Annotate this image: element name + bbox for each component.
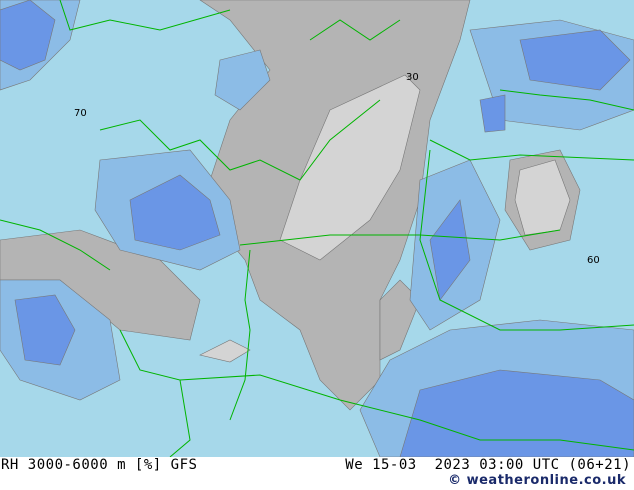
map-parameter-title: RH 3000-6000 m [%] GFS	[1, 457, 198, 473]
contour-label-60: 60	[587, 255, 600, 266]
credit-link[interactable]: © weatheronline.co.uk	[448, 473, 626, 488]
light-gray-region	[199, 74, 571, 363]
dark-blue-region	[0, 0, 634, 457]
contour-label-30: 30	[406, 72, 419, 83]
country-borders	[0, 0, 634, 457]
contour-label-70: 70	[74, 108, 87, 119]
rh-map: 70 30 60	[0, 0, 634, 457]
map-valid-time: We 15-03 2023 03:00 UTC (06+21)	[345, 457, 631, 473]
